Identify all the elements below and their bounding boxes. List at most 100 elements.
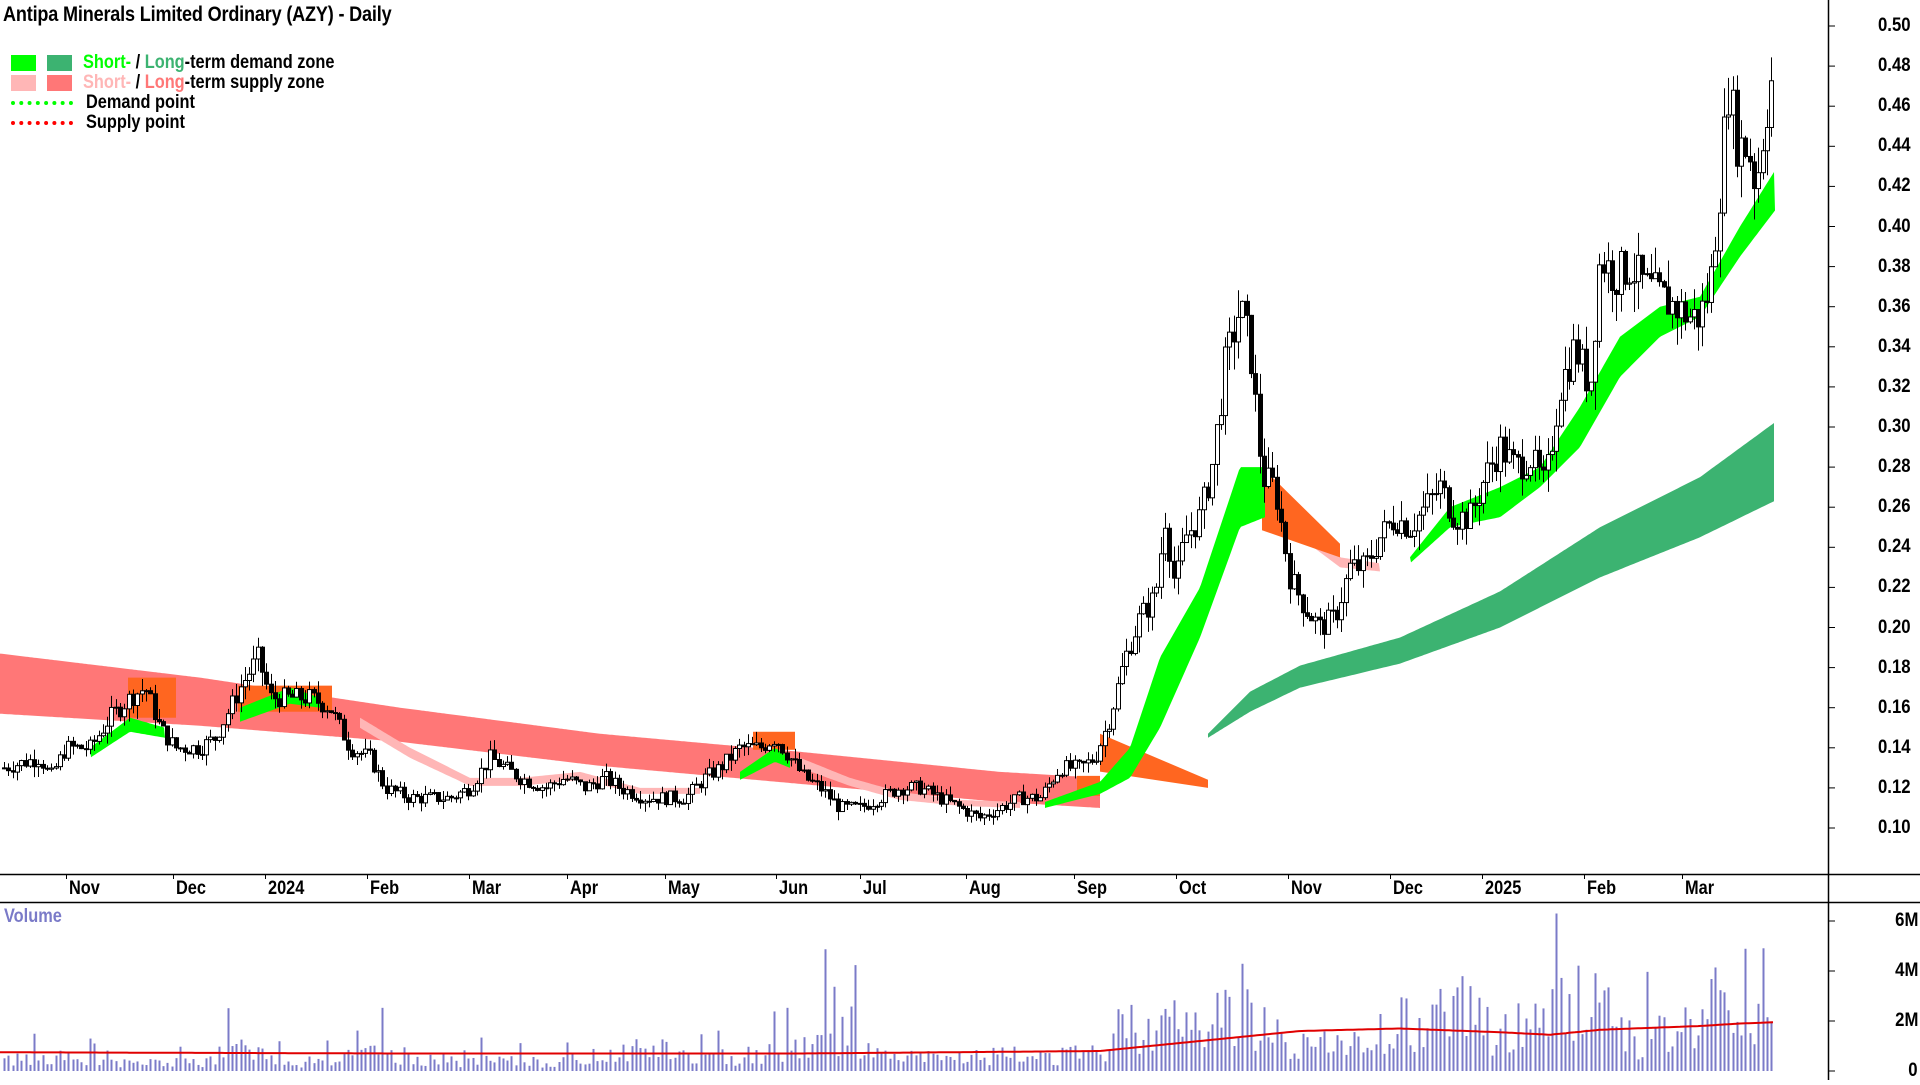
candle-down: [303, 699, 308, 704]
candle-up: [1219, 415, 1224, 426]
candle-up: [307, 689, 312, 704]
candle-up: [114, 706, 119, 709]
candle-up: [1713, 250, 1718, 268]
candle-up: [1326, 609, 1331, 635]
candle-up: [19, 760, 24, 767]
candle-down: [320, 702, 325, 713]
candle-up: [1739, 137, 1744, 167]
candle-up: [359, 752, 364, 755]
candle-up: [1150, 592, 1155, 618]
candle-down: [583, 781, 588, 792]
candle-down: [11, 770, 16, 773]
candle-up: [1726, 114, 1731, 118]
candle-up: [1679, 301, 1684, 319]
candle-up: [1550, 450, 1555, 456]
candle-up: [703, 773, 708, 789]
candle-up: [926, 785, 931, 790]
candle-up: [1120, 666, 1125, 685]
candle-up: [802, 769, 807, 772]
candle-up: [1597, 264, 1602, 342]
date-tick-label: Apr: [570, 878, 599, 899]
candle-up: [754, 742, 759, 746]
candle-up: [1430, 493, 1435, 496]
candle-down: [785, 752, 790, 761]
candle-up: [716, 764, 721, 778]
candle-up: [540, 787, 545, 791]
candle-down: [608, 771, 613, 786]
candle-up: [458, 791, 463, 799]
candle-down: [1503, 436, 1508, 463]
candle-up: [135, 693, 140, 707]
candle-down: [1404, 520, 1409, 537]
candle-down: [527, 778, 532, 788]
candle-up: [1210, 463, 1215, 499]
candle-up: [1382, 521, 1387, 539]
candle-down: [634, 797, 639, 801]
candle-down: [497, 759, 502, 768]
candle-up: [1361, 555, 1366, 572]
candle-down: [518, 778, 523, 786]
candle-up: [1240, 300, 1245, 318]
date-tick-label: Feb: [1587, 878, 1617, 899]
candle-down: [948, 794, 953, 802]
candle-down: [961, 805, 966, 809]
candle-down: [6, 767, 11, 772]
candle-up: [1718, 212, 1723, 252]
candle-up: [548, 782, 553, 789]
candle-up: [1653, 272, 1658, 280]
candle-down: [1081, 760, 1086, 764]
candle-up: [432, 792, 437, 795]
candle-down: [974, 810, 979, 814]
price-tick-label: 0.42: [1878, 175, 1911, 197]
price-tick-label: 0.20: [1878, 616, 1911, 638]
candle-down: [1748, 155, 1753, 163]
candle-up: [1292, 574, 1297, 590]
candle-down: [901, 789, 906, 796]
candle-up: [1163, 527, 1168, 555]
candle-up: [1507, 449, 1512, 463]
candle-down: [1623, 250, 1628, 285]
candle-down: [342, 718, 347, 741]
candle-up: [694, 783, 699, 786]
candle-down: [419, 795, 424, 804]
candle-up: [15, 765, 20, 773]
candle-up: [294, 688, 299, 698]
price-tick-label: 0.18: [1878, 656, 1911, 678]
candle-down: [1206, 486, 1211, 499]
volume-tick-label: 6M: [1894, 910, 1918, 931]
candle-up: [625, 789, 630, 795]
date-tick-label: Sep: [1077, 878, 1107, 899]
candle-down: [1657, 272, 1662, 283]
candle-up: [1645, 273, 1650, 276]
candle-up: [140, 690, 145, 695]
candle-down: [165, 725, 170, 746]
candle-up: [1619, 250, 1624, 295]
candle-up: [226, 713, 231, 726]
overlap-zone: [1262, 467, 1340, 558]
candle-down: [372, 749, 377, 773]
date-tick-label: Mar: [472, 878, 502, 899]
candle-down: [1129, 650, 1134, 655]
candle-up: [875, 805, 880, 808]
candle-down: [1021, 791, 1026, 806]
candle-up: [995, 810, 1000, 818]
candle-up: [772, 743, 777, 747]
candle-down: [862, 802, 867, 807]
candle-up: [247, 673, 252, 682]
date-tick-label: Feb: [370, 878, 400, 899]
legend-supply-point: Supply point: [11, 112, 375, 133]
candle-up: [1030, 793, 1035, 799]
candle-down: [1004, 805, 1009, 810]
candle-down: [1490, 462, 1495, 465]
date-tick-label: Dec: [1393, 878, 1423, 899]
candle-down: [1649, 273, 1654, 280]
candle-down: [1675, 300, 1680, 319]
candle-up: [428, 792, 433, 795]
price-tick-label: 0.22: [1878, 576, 1911, 598]
candle-down: [509, 761, 514, 770]
candle-down: [178, 747, 183, 750]
date-tick-label: Jul: [863, 878, 887, 899]
candle-up: [256, 646, 261, 660]
candle-down: [92, 739, 97, 742]
candle-up: [724, 753, 729, 771]
